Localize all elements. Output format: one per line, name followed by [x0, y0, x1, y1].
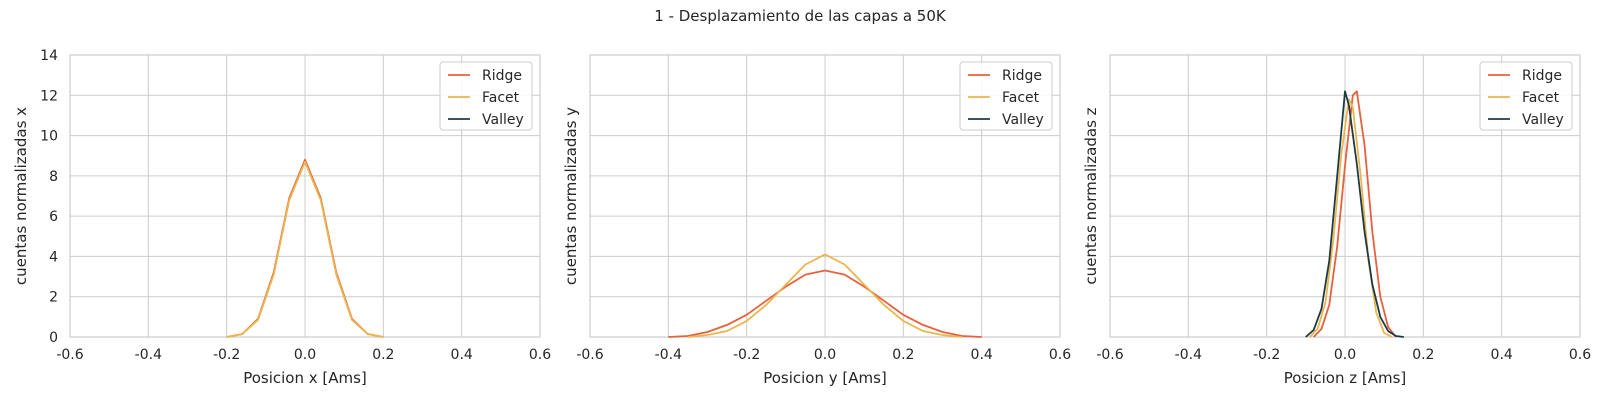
y-axis-label: cuentas normalizadas y	[562, 107, 580, 285]
legend-box	[1479, 61, 1573, 131]
y-tick-label: 14	[40, 48, 58, 64]
y-tick-label: 10	[40, 129, 58, 145]
series-line-facet	[226, 160, 384, 338]
legend-label: Facet	[1002, 90, 1040, 106]
y-tick-label: 0	[49, 330, 58, 346]
x-tick-label: 0.6	[529, 347, 551, 363]
y-tick-label: 4	[49, 249, 58, 265]
subplots: -0.6 -0.4 -0.2 0.0 0.2 0.4 0.6 0 2 4 6 8 10 12 14 Posic…	[12, 48, 1591, 387]
x-tick-label: 0.6	[1049, 347, 1071, 363]
series-line-ridge	[1313, 90, 1397, 338]
x-axis-label: Posicion z [Ams]	[1284, 369, 1407, 387]
series-line-valley	[1305, 90, 1404, 338]
x-tick-label: 0.2	[1412, 347, 1434, 363]
y-tick-label: 12	[40, 88, 58, 104]
y-axis-label: cuentas normalizadas z	[1082, 107, 1100, 284]
plot-frame	[69, 54, 541, 338]
x-tick-label: -0.2	[733, 347, 760, 363]
x-tick-label: 0.4	[1491, 347, 1513, 363]
legend: Ridge Facet Valley	[1479, 61, 1573, 131]
x-tick-label: 0.2	[372, 347, 394, 363]
subplot-3: -0.6 -0.4 -0.2 0.0 0.2 0.4 0.6 Posicion z [Ams]…	[1082, 54, 1591, 387]
legend-label: Ridge	[1002, 68, 1042, 84]
subplot-1: -0.6 -0.4 -0.2 0.0 0.2 0.4 0.6 0 2 4 6 8 10 12 14 Posic…	[12, 48, 551, 387]
legend-label: Ridge	[1522, 68, 1562, 84]
x-tick-label: 0.4	[451, 347, 473, 363]
x-tick-label: 0.0	[294, 347, 316, 363]
legend: Ridge Facet Valley	[959, 61, 1053, 131]
x-axis-label: Posicion x [Ams]	[243, 369, 367, 387]
legend-label: Ridge	[482, 68, 522, 84]
y-tick-label: 2	[49, 290, 58, 306]
plot-frame	[1109, 54, 1581, 338]
x-tick-label: -0.4	[135, 347, 162, 363]
x-tick-label: -0.2	[1253, 347, 1280, 363]
x-tick-label: 0.6	[1569, 347, 1591, 363]
legend-label: Facet	[1522, 90, 1560, 106]
x-tick-label: 0.0	[1334, 347, 1356, 363]
legend-box	[959, 61, 1053, 131]
series-line-facet	[1309, 98, 1393, 338]
plot-frame	[589, 54, 1061, 338]
legend-label: Valley	[1522, 112, 1564, 128]
x-tick-label: -0.4	[655, 347, 682, 363]
series-line-ridge	[668, 269, 982, 338]
x-axis-label: Posicion y [Ams]	[763, 369, 887, 387]
subplot-2: -0.6 -0.4 -0.2 0.0 0.2 0.4 0.6 Posicion y [Ams]…	[562, 54, 1071, 387]
y-tick-label: 6	[49, 209, 58, 225]
figure-title: 1 - Desplazamiento de las capas a 50K	[654, 7, 947, 25]
x-tick-label: -0.6	[576, 347, 603, 363]
x-tick-label: 0.2	[892, 347, 914, 363]
x-tick-label: 0.4	[971, 347, 993, 363]
y-tick-label: 8	[49, 169, 58, 185]
x-tick-label: -0.2	[213, 347, 240, 363]
legend-label: Facet	[482, 90, 520, 106]
legend-label: Valley	[1002, 112, 1044, 128]
x-tick-label: -0.6	[56, 347, 83, 363]
x-tick-label: -0.4	[1175, 347, 1202, 363]
series-line-facet	[687, 253, 963, 338]
legend-box	[439, 61, 533, 131]
x-tick-label: -0.6	[1096, 347, 1123, 363]
legend-label: Valley	[482, 112, 524, 128]
legend: Ridge Facet Valley	[439, 61, 533, 131]
x-tick-label: 0.0	[814, 347, 836, 363]
y-axis-label: cuentas normalizadas x	[12, 107, 30, 285]
